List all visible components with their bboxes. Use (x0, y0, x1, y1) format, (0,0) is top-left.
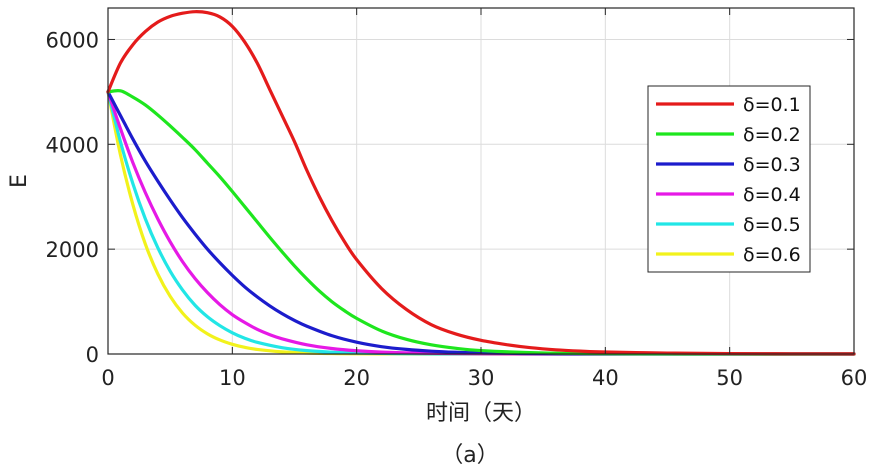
x-tick-label: 50 (716, 366, 743, 390)
x-tick-label: 20 (343, 366, 370, 390)
legend-box (647, 85, 811, 273)
x-tick-label: 40 (592, 366, 619, 390)
y-axis-label: E (7, 174, 32, 188)
series-line-1 (106, 10, 856, 356)
x-tick-label: 0 (101, 366, 114, 390)
legend-label-3: δ=0.3 (743, 154, 801, 176)
legend-label-4: δ=0.4 (743, 184, 801, 206)
series-line-2 (106, 89, 856, 356)
legend-label-6: δ=0.6 (743, 244, 801, 266)
y-tick-label: 4000 (46, 133, 99, 157)
x-tick-label: 60 (841, 366, 868, 390)
legend-label-2: δ=0.2 (743, 124, 801, 146)
x-tick-label: 30 (468, 366, 495, 390)
series-line-3 (106, 90, 856, 356)
legend-label-1: δ=0.1 (743, 94, 801, 116)
x-tick-label: 10 (219, 366, 246, 390)
y-tick-label: 0 (86, 343, 99, 367)
y-tick-label: 6000 (46, 28, 99, 52)
figure-caption: （a） (441, 443, 498, 468)
x-axis-label: 时间（天） (426, 401, 536, 426)
legend: δ=0.1 δ=0.2 δ=0.3 δ=0.4 δ=0.5 δ=0.6 (647, 85, 811, 273)
y-tick-label: 2000 (46, 238, 99, 262)
axis-ticks: 0 10 20 30 40 50 60 0 2000 4000 6000 (46, 8, 868, 390)
legend-label-5: δ=0.5 (743, 214, 801, 236)
